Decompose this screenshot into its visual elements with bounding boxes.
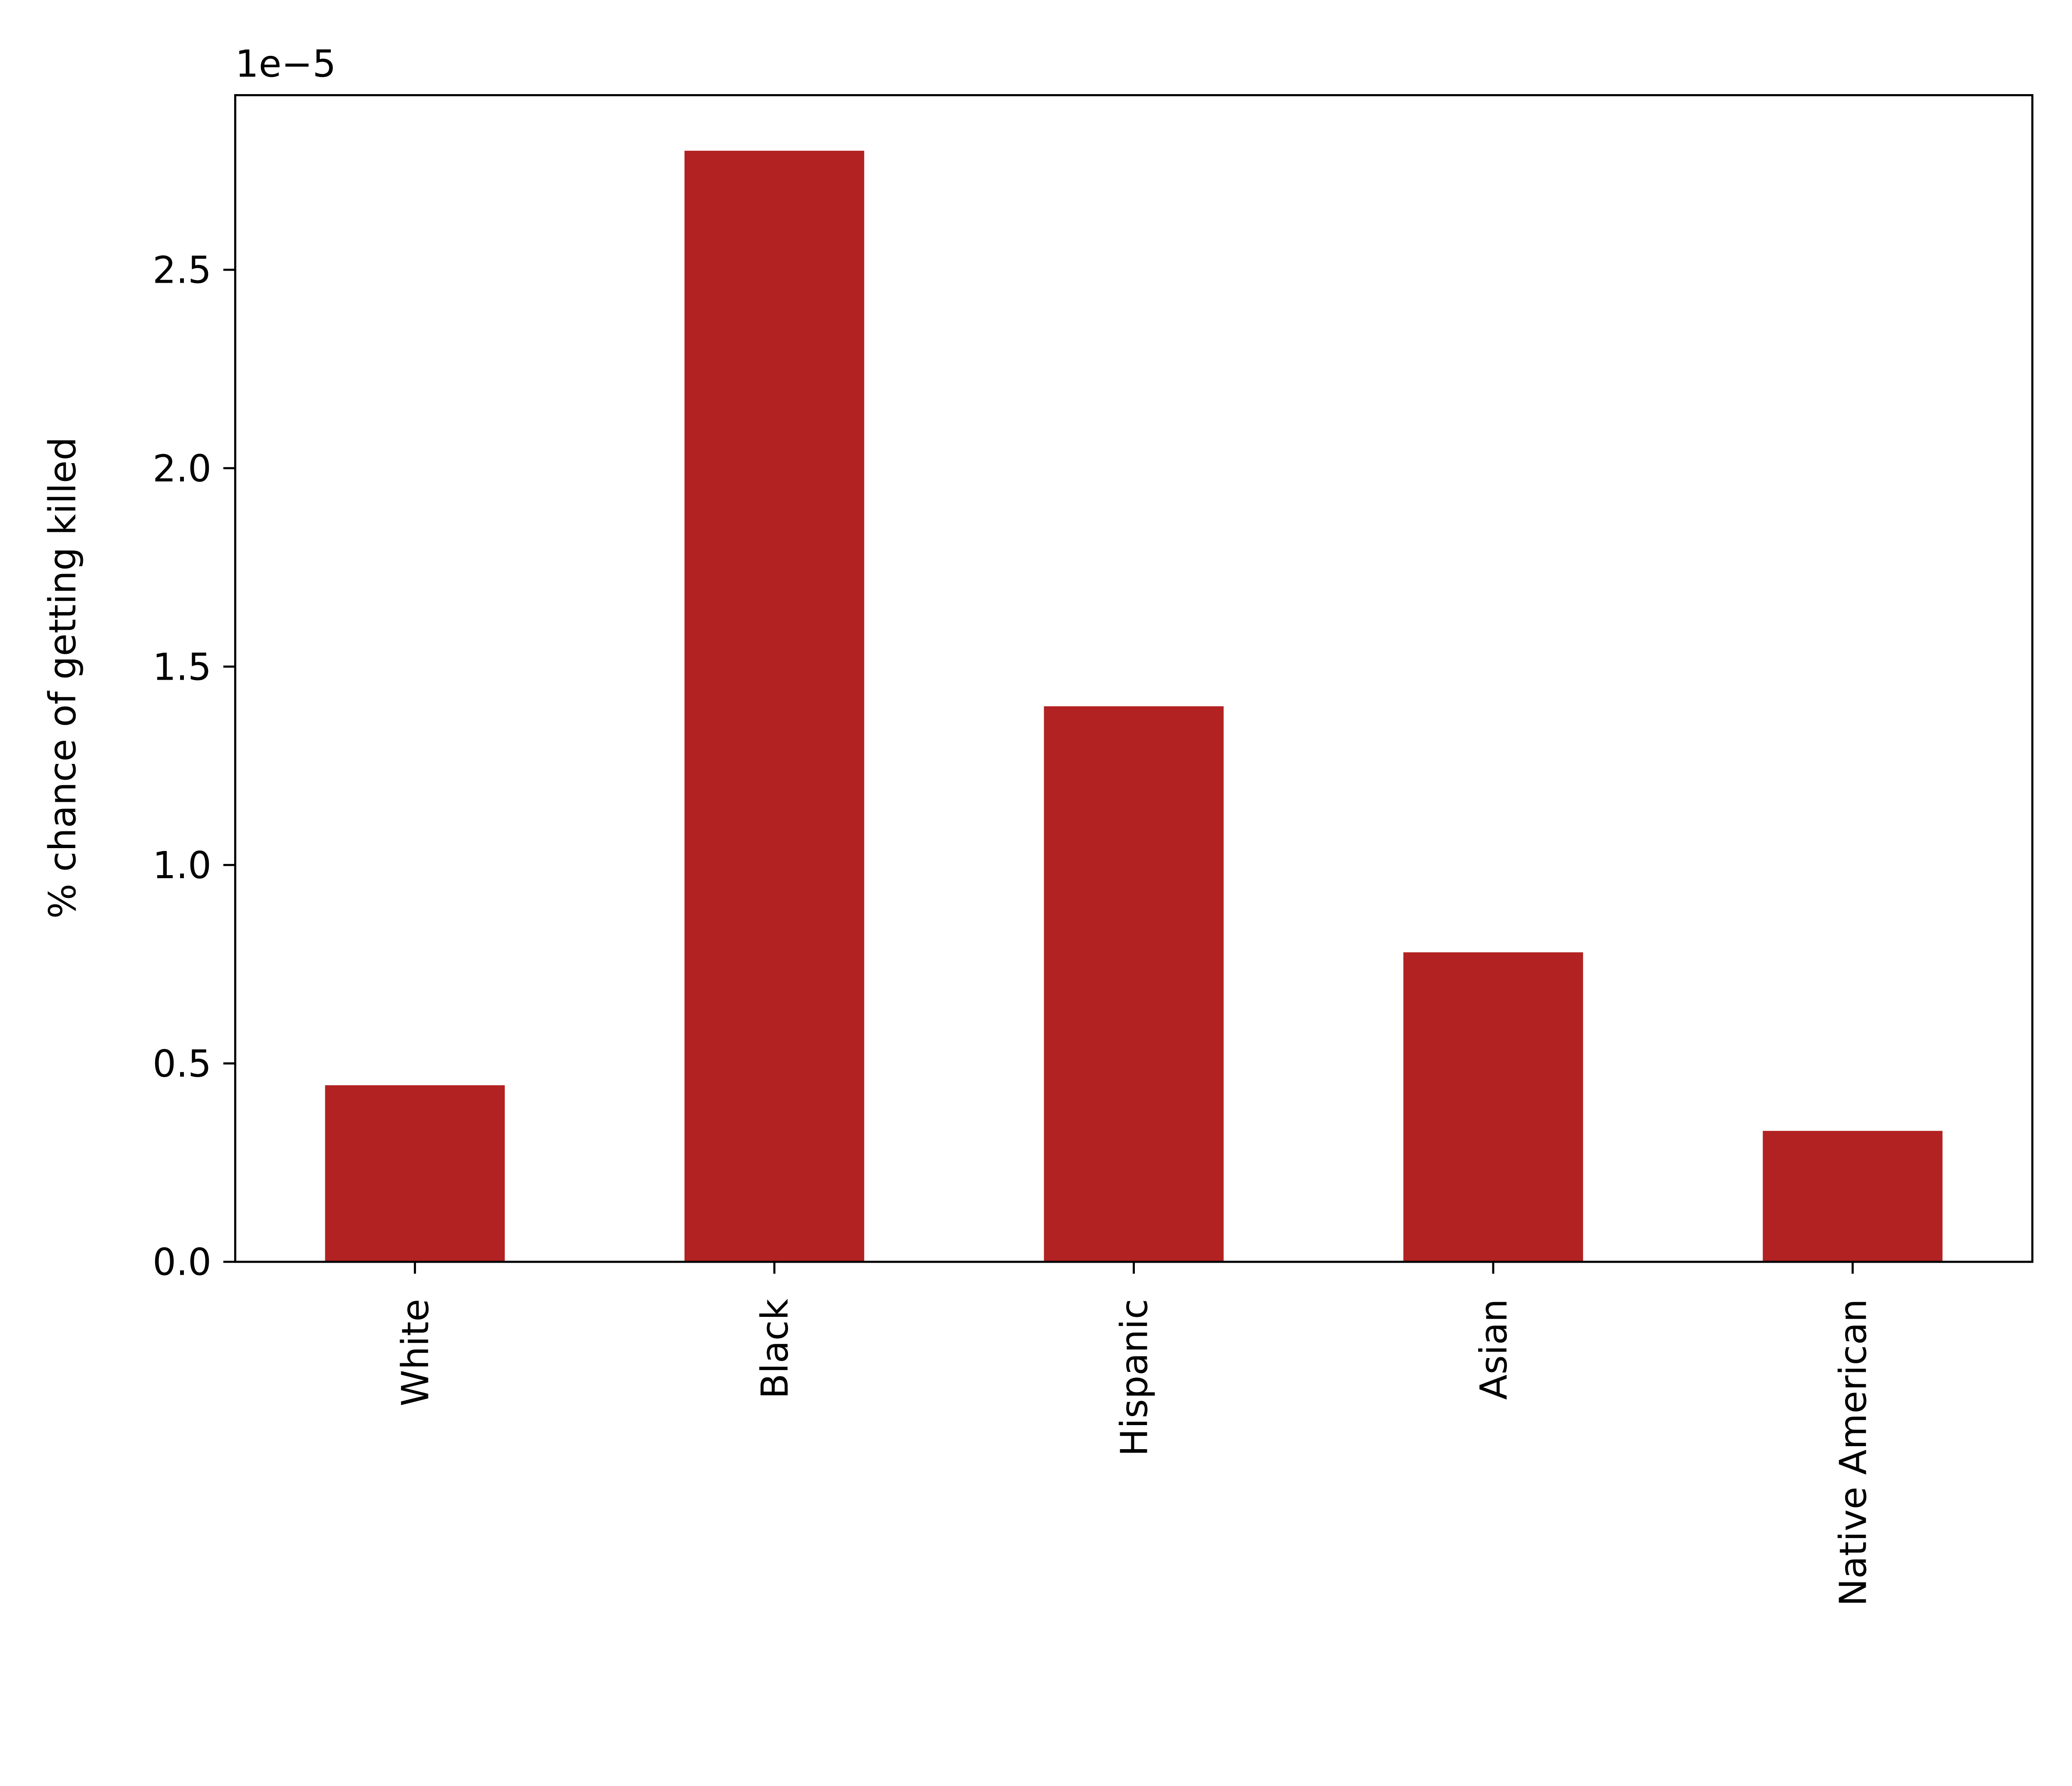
bar — [325, 1085, 505, 1262]
bar — [1403, 952, 1583, 1262]
y-axis-label: % chance of getting killed — [41, 437, 84, 919]
bar — [1763, 1131, 1943, 1262]
y-tick-label: 1.5 — [153, 646, 211, 689]
y-tick-label: 0.0 — [153, 1241, 211, 1284]
x-tick-label: White — [394, 1299, 437, 1406]
x-tick-label: Black — [754, 1299, 797, 1399]
axes-frame — [234, 94, 2034, 1263]
y-offset-label: 1e−5 — [235, 43, 336, 85]
y-tick-label: 0.5 — [153, 1043, 211, 1086]
y-tick-label: 2.5 — [153, 249, 211, 292]
bar — [1044, 706, 1224, 1262]
x-tick-label: Native American — [1832, 1299, 1875, 1606]
x-tick-label: Hispanic — [1113, 1299, 1156, 1456]
x-tick-label: Asian — [1473, 1299, 1516, 1400]
bar — [684, 150, 865, 1262]
y-tick-label: 1.0 — [153, 844, 211, 887]
y-tick-label: 2.0 — [153, 447, 211, 490]
